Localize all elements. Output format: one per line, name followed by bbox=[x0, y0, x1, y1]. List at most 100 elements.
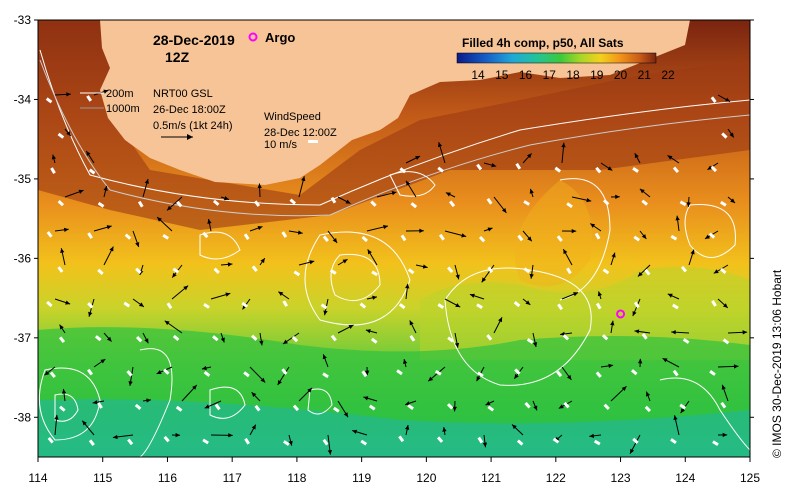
y-tick-label: -38 bbox=[14, 410, 32, 424]
wind-vector bbox=[322, 235, 329, 243]
wind-vector bbox=[602, 199, 610, 206]
current-vector-head bbox=[109, 246, 114, 252]
current-vector-head bbox=[348, 325, 354, 330]
current-vector-head bbox=[529, 188, 534, 194]
current-vector-head bbox=[405, 283, 410, 289]
current-vector-head bbox=[59, 324, 64, 330]
wind-vector bbox=[166, 302, 173, 310]
wind-vector bbox=[672, 369, 679, 377]
wind-vector bbox=[58, 336, 66, 343]
wind-vector bbox=[87, 232, 93, 239]
current-vector-head bbox=[589, 433, 595, 439]
current-vector-head bbox=[383, 224, 388, 230]
current-vector-head bbox=[65, 300, 71, 305]
x-tick-label: 119 bbox=[352, 471, 371, 485]
x-tick-label: 121 bbox=[481, 471, 501, 485]
wind-vector bbox=[254, 404, 261, 412]
argo-label: Argo bbox=[265, 30, 295, 45]
wind-vector bbox=[633, 301, 640, 309]
wind-vector bbox=[127, 438, 134, 446]
current-vector-head bbox=[257, 183, 262, 189]
wind-vector bbox=[163, 368, 170, 375]
wind-vector bbox=[449, 200, 456, 208]
current-vector-head bbox=[525, 300, 531, 305]
wind-vector bbox=[670, 438, 677, 444]
wind-vector bbox=[602, 268, 610, 275]
wind-vector bbox=[243, 233, 250, 240]
currents-source: NRT00 GSL bbox=[153, 88, 213, 100]
x-tick-label: 122 bbox=[546, 471, 566, 485]
wind-vector bbox=[476, 303, 483, 309]
current-vector-head bbox=[192, 385, 197, 390]
current-vector-head bbox=[228, 433, 233, 438]
current-vector-head bbox=[597, 291, 602, 297]
current-vector-head bbox=[372, 295, 377, 300]
argo-float-marker[interactable] bbox=[616, 309, 626, 319]
wind-vector bbox=[682, 338, 690, 344]
current-vector-head bbox=[560, 331, 565, 337]
wind-vector bbox=[554, 166, 562, 173]
current-vector-head bbox=[634, 329, 640, 334]
current-vector-head bbox=[297, 230, 303, 235]
current-vector-head bbox=[409, 320, 414, 326]
wind-vector bbox=[563, 401, 570, 409]
current-vector-head bbox=[529, 273, 534, 279]
current-vector-head bbox=[742, 330, 748, 335]
wind-vector bbox=[603, 403, 610, 411]
current-vector-head bbox=[452, 406, 457, 412]
x-tick-label: 118 bbox=[287, 471, 306, 485]
current-vector-head bbox=[586, 198, 592, 203]
current-vector-head bbox=[51, 154, 57, 160]
wind-vector bbox=[557, 303, 563, 311]
y-tick-label: -34 bbox=[14, 92, 32, 106]
wind-vector bbox=[515, 162, 522, 170]
current-vector-head bbox=[277, 380, 282, 386]
current-vector-head bbox=[364, 370, 370, 376]
current-vector-head bbox=[259, 340, 264, 346]
wind-vector bbox=[595, 371, 602, 378]
current-vector-head bbox=[469, 293, 475, 298]
x-tick-label: 117 bbox=[223, 471, 242, 485]
colorbar-tick-label: 20 bbox=[614, 68, 628, 82]
wind-vector bbox=[438, 233, 445, 241]
current-vector-head bbox=[66, 92, 71, 97]
colorbar-title: Filled 4h comp, p50, All Sats bbox=[462, 36, 624, 50]
current-vector-head bbox=[144, 338, 149, 344]
wind-vector bbox=[709, 370, 716, 376]
current-vector-head bbox=[533, 405, 538, 411]
wind-vector bbox=[57, 266, 64, 273]
wind-vector bbox=[487, 266, 494, 274]
wind-vector bbox=[672, 303, 679, 310]
wind-vector bbox=[175, 405, 183, 412]
current-vector-head bbox=[476, 376, 481, 382]
y-tick-label: -37 bbox=[14, 331, 32, 345]
current-vector-head bbox=[405, 401, 411, 406]
wind-vector bbox=[292, 404, 300, 412]
current-vector-head bbox=[634, 153, 639, 159]
wind-vector bbox=[517, 234, 524, 242]
wind-vector bbox=[708, 232, 716, 239]
current-vector-head bbox=[686, 202, 691, 207]
current-vector-head bbox=[61, 388, 67, 394]
wind-vector bbox=[487, 405, 495, 412]
wind-vector bbox=[123, 301, 131, 308]
colorbar-tick-label: 14 bbox=[471, 68, 485, 82]
current-vector-head bbox=[639, 188, 645, 194]
current-vector-head bbox=[428, 376, 434, 382]
current-vector-head bbox=[561, 142, 566, 148]
current-vector-head bbox=[422, 264, 428, 269]
wind-vector bbox=[289, 198, 297, 205]
wind-vector bbox=[407, 404, 414, 410]
wind-vector bbox=[556, 235, 563, 242]
y-axis: -33 -34 -35 -36 -37 -38 bbox=[14, 13, 754, 424]
current-vector-head bbox=[323, 310, 328, 316]
x-axis: 114 115 116 117 118 119 120 121 122 123 124 125 bbox=[28, 457, 760, 485]
wind-vector bbox=[396, 369, 403, 376]
current-vector-head bbox=[352, 429, 358, 434]
current-vector-head bbox=[332, 237, 338, 243]
wind-vector bbox=[680, 265, 687, 273]
wind-vector bbox=[137, 200, 144, 208]
current-vector-head bbox=[128, 381, 133, 386]
current-vector-head bbox=[442, 427, 447, 432]
current-vector-head bbox=[527, 236, 532, 242]
